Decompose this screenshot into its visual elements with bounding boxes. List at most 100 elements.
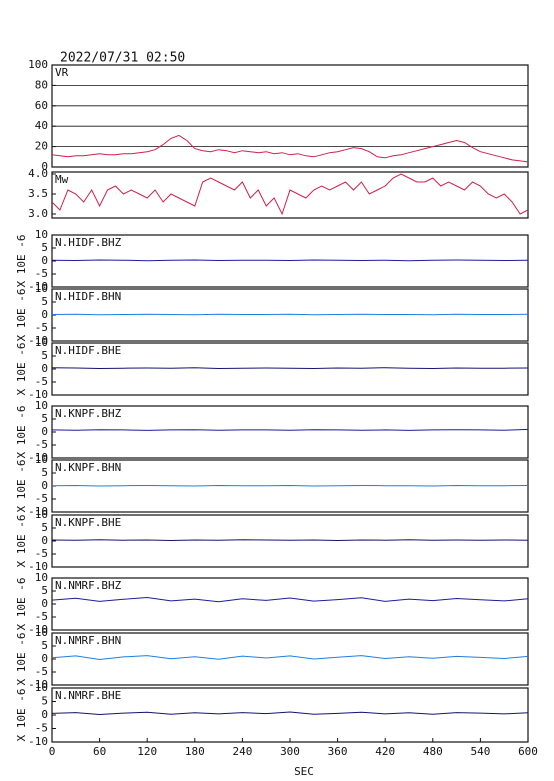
- y-tick-label: -10: [28, 334, 48, 347]
- y-axis-label: X 10E -6: [15, 289, 28, 342]
- y-tick-label: 5: [41, 241, 48, 254]
- panel-label: N.KNPF.BHZ: [55, 407, 122, 420]
- y-axis-label: X 10E -6: [15, 633, 28, 686]
- y-tick-label: 0: [41, 425, 48, 438]
- y-tick-label: 10: [35, 571, 48, 584]
- y-tick-label: -10: [28, 280, 48, 293]
- y-tick-label: 10: [35, 681, 48, 694]
- y-tick-label: 20: [35, 140, 48, 153]
- x-tick-label: 600: [518, 745, 538, 758]
- x-tick-label: 540: [470, 745, 490, 758]
- y-tick-label: 0: [41, 708, 48, 721]
- data-line: [51, 134, 529, 163]
- y-tick-label: 5: [41, 639, 48, 652]
- panel-frame: [51, 64, 529, 168]
- x-tick-label: 0: [49, 745, 56, 758]
- y-tick-label: 10: [35, 508, 48, 521]
- panel-frame: [51, 342, 529, 396]
- data-line: [51, 711, 529, 716]
- y-tick-label: 5: [41, 412, 48, 425]
- y-tick-label: -5: [35, 547, 48, 560]
- y-tick-label: 0: [41, 479, 48, 492]
- y-axis-label: X 10E -6: [15, 460, 28, 513]
- y-tick-label: 10: [35, 453, 48, 466]
- panel-label: N.HIDF.BHE: [55, 344, 121, 357]
- x-tick-label: 180: [185, 745, 205, 758]
- y-tick-label: 0: [41, 308, 48, 321]
- y-axis-label: X 10E -6: [15, 406, 28, 459]
- y-axis-label: X 10E -6: [15, 515, 28, 568]
- x-axis-label: SEC: [294, 765, 314, 778]
- y-tick-label: 100: [28, 58, 48, 71]
- y-tick-label: -5: [35, 375, 48, 388]
- y-tick-label: 0: [41, 597, 48, 610]
- y-tick-label: -10: [28, 678, 48, 691]
- y-tick-label: 3.5: [28, 187, 48, 200]
- data-line: [51, 596, 529, 603]
- panel-label: N.KNPF.BHN: [55, 461, 121, 474]
- y-tick-label: -10: [28, 451, 48, 464]
- y-axis-label: X 10E -6: [15, 578, 28, 631]
- panel-frame: [51, 171, 529, 219]
- y-tick-label: -5: [35, 610, 48, 623]
- y-tick-label: 10: [35, 399, 48, 412]
- y-tick-label: 10: [35, 228, 48, 241]
- y-tick-label: -5: [35, 492, 48, 505]
- data-line: [51, 259, 529, 262]
- x-tick-label: 60: [93, 745, 106, 758]
- y-axis-label: X 10E -6: [15, 343, 28, 396]
- panel-frame: [51, 687, 529, 743]
- y-tick-label: 3.0: [28, 207, 48, 220]
- y-tick-label: 5: [41, 295, 48, 308]
- y-tick-label: -10: [28, 735, 48, 748]
- data-line: [51, 313, 529, 316]
- data-line: [51, 367, 529, 370]
- y-axis-label: X 10E -6: [15, 235, 28, 288]
- x-tick-label: 360: [328, 745, 348, 758]
- panel-label: N.HIDF.BHZ: [55, 236, 122, 249]
- y-tick-label: 0: [41, 652, 48, 665]
- data-line: [51, 428, 529, 431]
- data-line: [51, 655, 529, 661]
- data-line: [51, 173, 529, 216]
- y-tick-label: -5: [35, 722, 48, 735]
- data-line: [51, 539, 529, 542]
- y-axis-label: X 10E -6: [15, 689, 28, 742]
- panel-label: N.HIDF.BHN: [55, 290, 121, 303]
- y-tick-label: 0: [41, 254, 48, 267]
- panel-label: N.NMRF.BHZ: [55, 579, 122, 592]
- y-tick-label: 80: [35, 78, 48, 91]
- panel-frame: [51, 632, 529, 686]
- y-tick-label: 5: [41, 584, 48, 597]
- y-tick-label: -10: [28, 560, 48, 573]
- y-tick-label: 4.0: [28, 167, 48, 180]
- panel-label: Mw: [55, 173, 69, 186]
- y-tick-label: -5: [35, 438, 48, 451]
- x-tick-label: 120: [137, 745, 157, 758]
- panel-frame: [51, 405, 529, 459]
- y-tick-label: -5: [35, 665, 48, 678]
- data-line: [51, 484, 529, 487]
- panel-label: N.KNPF.BHE: [55, 516, 121, 529]
- x-tick-label: 420: [375, 745, 395, 758]
- panel-frame: [51, 577, 529, 631]
- panel-label: N.NMRF.BHN: [55, 634, 121, 647]
- y-tick-label: 0: [41, 534, 48, 547]
- y-tick-label: -10: [28, 505, 48, 518]
- y-tick-label: 10: [35, 336, 48, 349]
- y-tick-label: 5: [41, 521, 48, 534]
- x-tick-label: 300: [280, 745, 300, 758]
- panel-label: VR: [55, 66, 69, 79]
- y-tick-label: -5: [35, 267, 48, 280]
- y-tick-label: 10: [35, 626, 48, 639]
- panel-label: N.NMRF.BHE: [55, 689, 121, 702]
- y-tick-label: -5: [35, 321, 48, 334]
- panel-frame: [51, 514, 529, 568]
- y-tick-label: 5: [41, 695, 48, 708]
- x-tick-label: 480: [423, 745, 443, 758]
- y-tick-label: 0: [41, 362, 48, 375]
- y-tick-label: 5: [41, 349, 48, 362]
- y-tick-label: 40: [35, 119, 48, 132]
- chart-title: 2022/07/31 02:50: [60, 51, 185, 66]
